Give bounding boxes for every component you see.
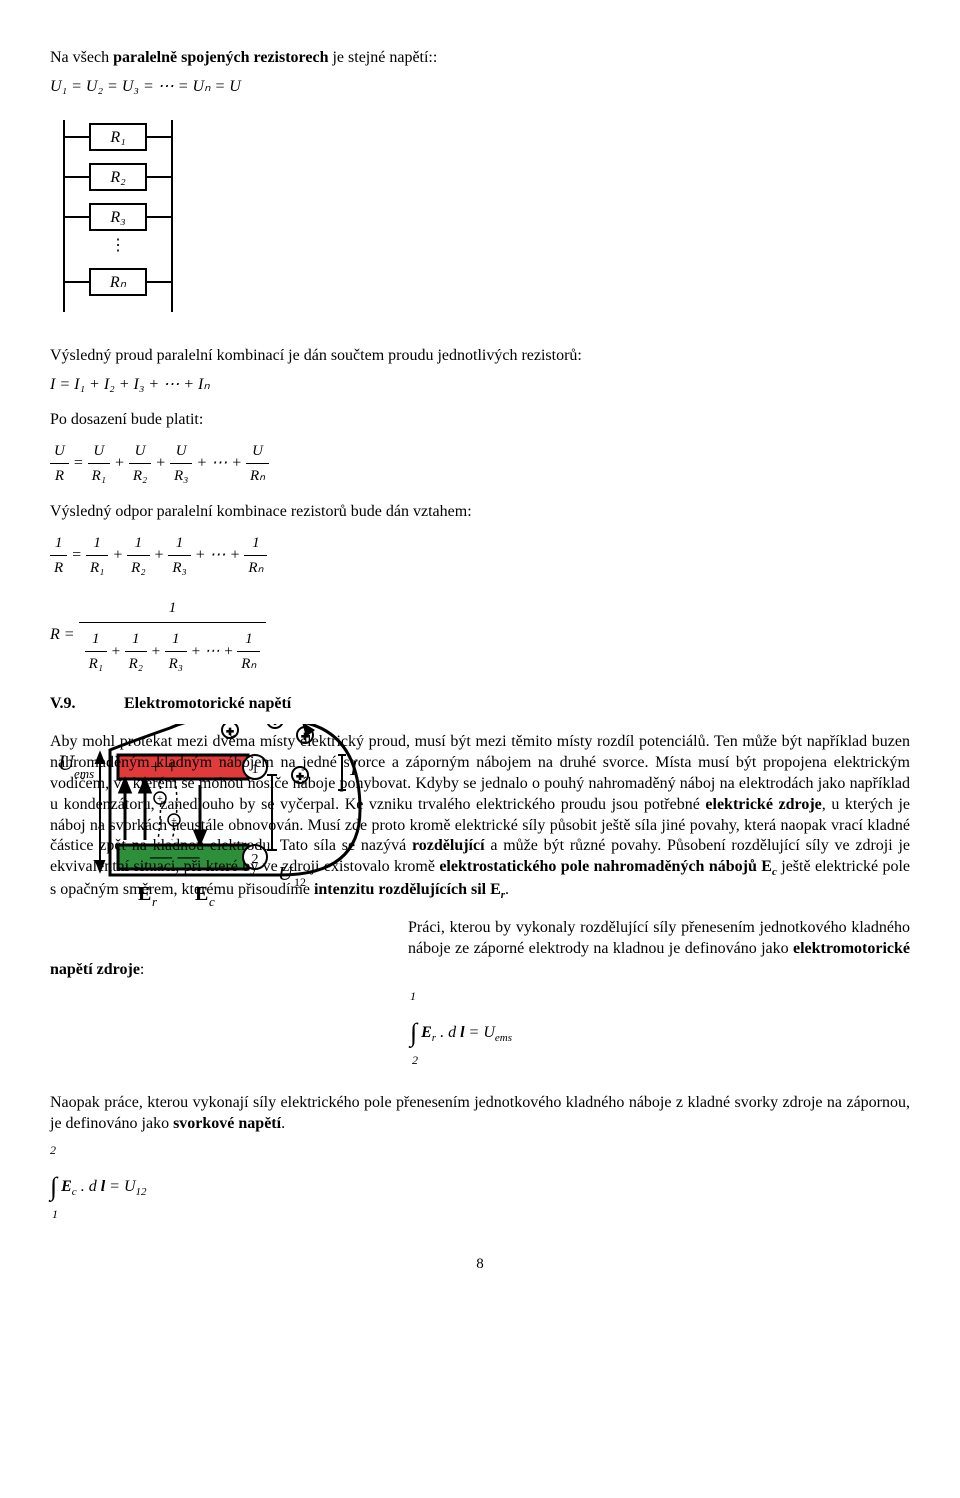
resistance-intro: Výsledný odpor paralelní kombinace rezis…	[50, 502, 910, 523]
eq-1R: 1R = 1R₁ + 1R₂ + 1R₃ + ⋯ + 1Rₙ	[50, 531, 910, 580]
subst-text: Po dosazení bude platit:	[50, 410, 910, 431]
intro-line: Na všech paralelně spojených rezistorech…	[50, 48, 910, 69]
section-title: Elektromotorické napětí	[124, 695, 291, 712]
eq-u12: 2 ∫ Ec . d l = U12 1	[50, 1143, 910, 1225]
eq-UR-lhs-n: U	[50, 439, 69, 464]
intro-a: Na všech	[50, 49, 113, 66]
svg-text:R₁: R₁	[109, 129, 125, 146]
intro-c: je stejné napětí::	[328, 49, 437, 66]
parallel-resistors-diagram: R₁ R₂ R₃ ⋮ Rₙ	[50, 112, 910, 329]
para1-top: Aby mohl protékat mezi dvěma místy elekt…	[50, 732, 910, 902]
svg-text:+: +	[272, 724, 279, 728]
eq-voltage-text: U₁ = U₂ = U₃ = ⋯ = Uₙ = U	[50, 78, 241, 95]
section-heading: V.9. Elektromotorické napětí	[50, 694, 910, 715]
para3: Naopak práce, kterou vykonají síly elekt…	[50, 1093, 910, 1135]
eq-UR: UR = UR₁ + UR₂ + UR₃ + ⋯ + URₙ	[50, 439, 910, 488]
eq-UR-lhs-d: R	[50, 464, 69, 488]
current-intro: Výsledný proud paralelní kombinací je dá…	[50, 346, 910, 367]
eq-current: I = I₁ + I₂ + I₃ + ⋯ + Iₙ	[50, 375, 910, 396]
eq-voltage: U₁ = U₂ = U₃ = ⋯ = Uₙ = U	[50, 77, 910, 98]
eq-R-top: 1	[79, 594, 267, 623]
intro-b: paralelně spojených rezistorech	[113, 49, 328, 66]
eq-R-lhs: R	[50, 626, 60, 643]
svg-text:R₂: R₂	[109, 169, 126, 186]
svg-text:R₃: R₃	[109, 209, 125, 226]
svg-text:⋮: ⋮	[110, 237, 126, 254]
section-number: V.9.	[50, 694, 120, 715]
eq-current-text: I = I₁ + I₂ + I₃ + ⋯ + Iₙ	[50, 376, 210, 393]
page-number: 8	[50, 1255, 910, 1275]
eq-R: R = 1 1R₁ + 1R₂ + 1R₃ + ⋯ + 1Rₙ	[50, 594, 910, 676]
eq-ems: 1 ∫ Er . d l = Uems 2	[410, 989, 910, 1071]
svg-text:Rₙ: Rₙ	[109, 274, 127, 291]
